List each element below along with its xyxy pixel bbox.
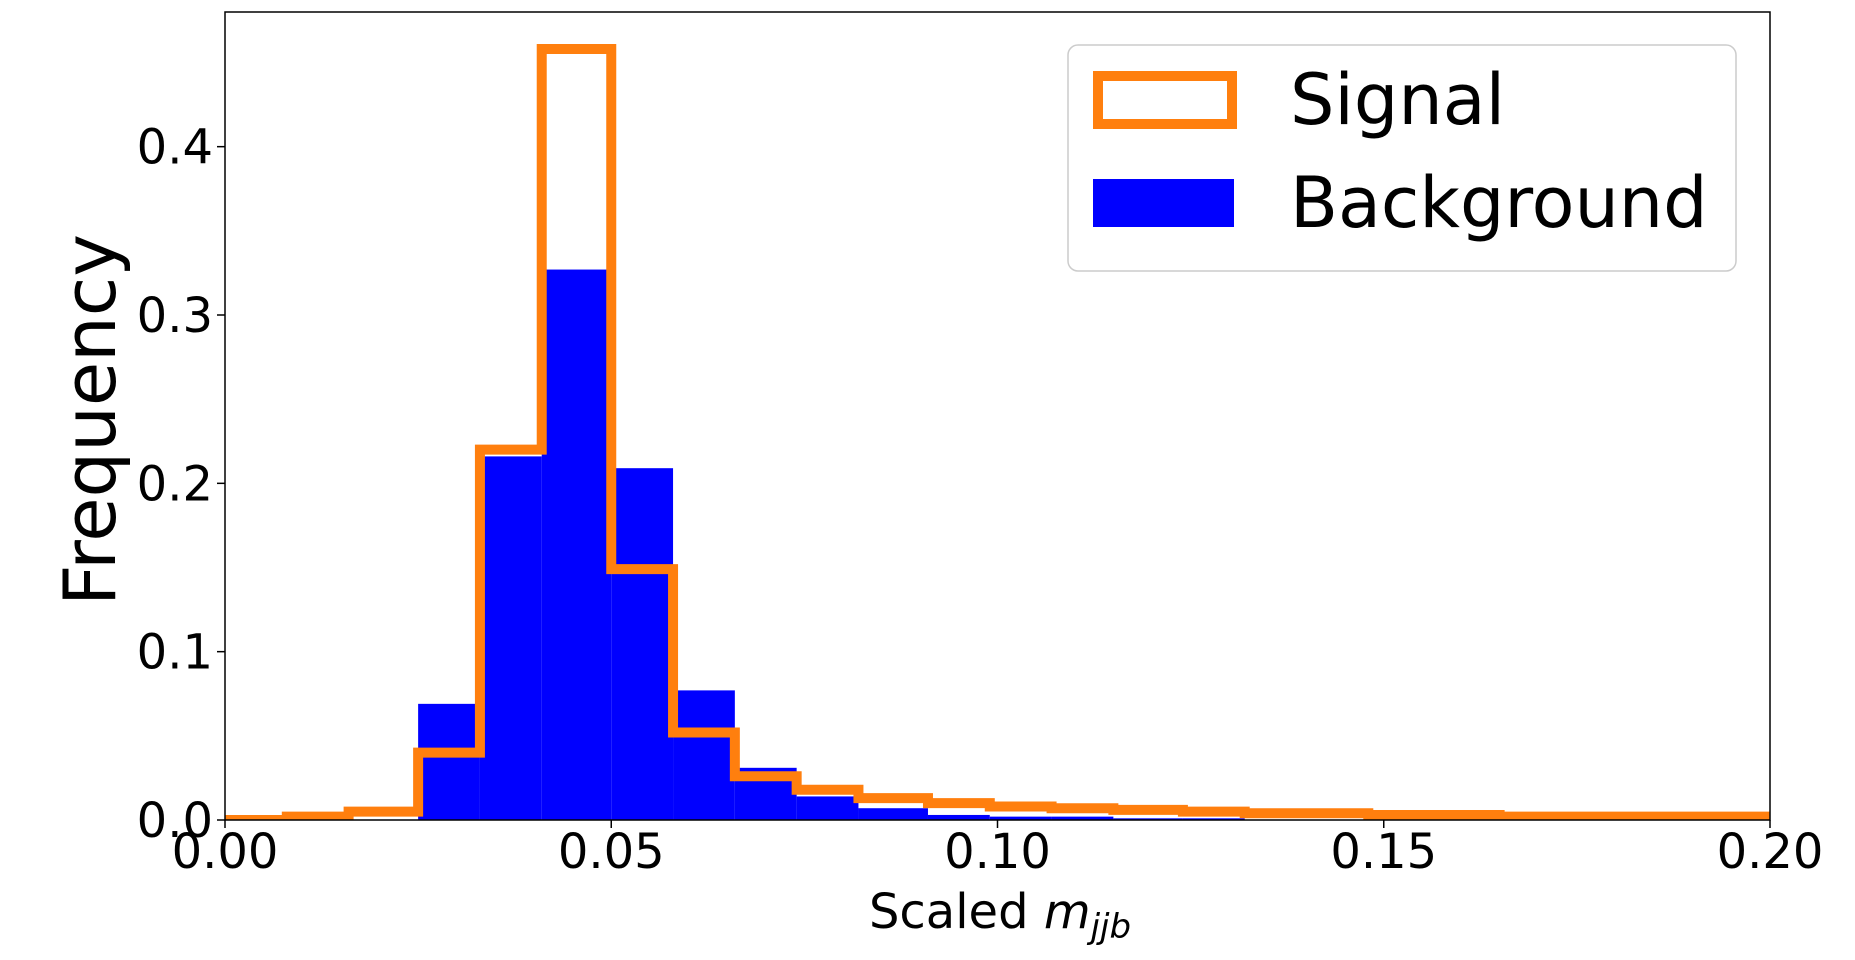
y-tick-label: 0.2 (137, 456, 213, 512)
background-bar (989, 816, 1052, 820)
x-axis-title-sub: jjb (1087, 907, 1131, 947)
background-bar (673, 690, 735, 820)
x-axis-title-var: m (1044, 884, 1091, 940)
y-tick-label: 0.4 (137, 120, 213, 176)
legend-swatch-background (1093, 179, 1234, 227)
y-tick-label: 0.3 (137, 288, 213, 344)
background-bar (1051, 816, 1114, 820)
legend-label-background: Background (1290, 162, 1708, 244)
x-tick-label: 0.00 (172, 824, 279, 880)
y-axis-title: Frequency (48, 234, 132, 606)
x-axis-title-prefix: Scaled (869, 884, 1044, 940)
x-axis-title: Scaled mjjb (869, 884, 1131, 947)
background-bar (796, 796, 859, 820)
x-tick-label: 0.15 (1330, 824, 1437, 880)
y-tick-label: 0.1 (137, 625, 213, 681)
legend-label-signal: Signal (1290, 59, 1505, 141)
background-bars (418, 269, 1245, 820)
y-axis-ticks: 0.0 0.1 0.2 0.3 0.4 (137, 120, 225, 849)
legend-swatch-signal (1093, 71, 1237, 129)
background-bar (927, 814, 990, 820)
background-bar (418, 703, 480, 820)
x-tick-label: 0.20 (1717, 824, 1824, 880)
x-tick-label: 0.05 (558, 824, 665, 880)
legend: Signal Background (1067, 44, 1737, 272)
background-bar (1182, 818, 1245, 820)
background-bar (479, 456, 542, 820)
y-tick-label: 0.0 (137, 793, 213, 849)
x-tick-label: 0.10 (944, 824, 1051, 880)
background-bar (541, 269, 612, 820)
background-bar (858, 808, 928, 820)
signal-step (225, 44, 1770, 820)
signal-step-line (225, 44, 1770, 820)
background-bar (1113, 818, 1183, 820)
x-axis-ticks: 0.00 0.05 0.10 0.15 0.20 (172, 820, 1824, 880)
background-bar (611, 468, 674, 820)
